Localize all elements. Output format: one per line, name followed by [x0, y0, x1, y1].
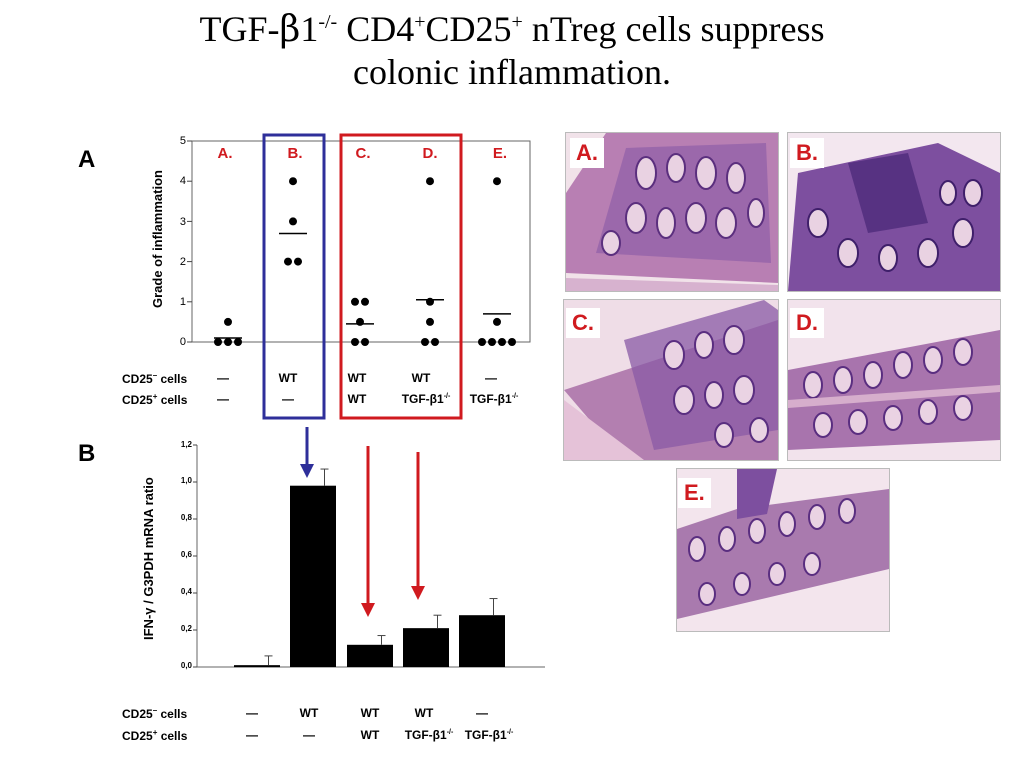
data-point [493, 177, 501, 186]
cd25pos-row-label-b: CD25+ cells [122, 728, 188, 743]
histology-label-c: C. [566, 308, 600, 338]
title-line-2: colonic inflammation. [353, 52, 671, 92]
cd25pos-cell-b: — [303, 728, 315, 742]
panel-b-ytick: 0,4 [180, 587, 192, 596]
cd25neg-cell-d: WT [414, 706, 434, 720]
bar [234, 665, 280, 668]
histology-tissue-b [788, 133, 1000, 291]
arrow-blue-head [300, 464, 314, 478]
data-point [426, 317, 434, 326]
arrow-red-c-head [361, 603, 375, 617]
group-label-c: C. [355, 145, 371, 162]
data-point [289, 177, 297, 186]
data-point [351, 297, 359, 306]
data-point [426, 297, 434, 306]
data-point [234, 338, 242, 346]
histology-label-e: E. [678, 478, 711, 508]
panel-b-ytick: 0,2 [180, 624, 192, 633]
histology-image-a [565, 132, 779, 292]
panel-b-ytick: 1,2 [180, 440, 192, 449]
data-point [488, 338, 496, 346]
bar [347, 644, 393, 667]
data-point [224, 338, 232, 346]
slide-title: TGF-β1-/- CD4+CD25+ nTreg cells suppress… [0, 8, 1024, 93]
title-line-1: TGF-β1-/- CD4+CD25+ nTreg cells suppress [199, 9, 825, 50]
cd25pos-cell-b: — [282, 392, 294, 406]
cd25pos-cell-e: TGF-β1-/- [469, 392, 519, 406]
panel-a-letter: A [78, 146, 96, 173]
bar [290, 485, 336, 667]
cd25pos-cell-c: WT [347, 392, 367, 406]
histology-image-b [787, 132, 1001, 292]
group-label-a: A. [217, 145, 233, 162]
histology-tissue-e [677, 469, 889, 631]
data-point [214, 338, 222, 346]
cd25pos-row-label-a: CD25+ cells [122, 392, 188, 407]
data-point [493, 317, 501, 326]
data-point [351, 338, 359, 346]
histology-label-b: B. [790, 138, 824, 168]
panel-b-ytick: 0,8 [180, 513, 192, 522]
panel-a-ytick: 3 [179, 216, 186, 228]
data-point [356, 317, 364, 326]
panel-b-letter: B [78, 440, 96, 467]
bar [403, 628, 449, 667]
histology-image-c [563, 299, 779, 461]
cd25pos-cell-c: WT [360, 728, 380, 742]
data-point [421, 338, 429, 346]
highlight-box-blue [262, 133, 326, 420]
cd25neg-cell-e: — [476, 706, 488, 720]
panel-a-ytick: 5 [179, 135, 186, 147]
histology-label-a: A. [570, 138, 604, 168]
cd25neg-cell-b: WT [299, 706, 319, 720]
data-point [224, 317, 232, 326]
panel-a-ytick: 1 [179, 296, 186, 308]
data-point [478, 338, 486, 346]
panel-b-ylabel: IFN-γ / G3PDH mRNA ratio [141, 477, 156, 640]
cd25pos-cell-a: — [246, 728, 258, 742]
group-label-b: B. [287, 145, 303, 162]
histology-tissue-c [564, 300, 778, 460]
highlight-box-red [339, 133, 463, 420]
histology-label-d: D. [790, 308, 824, 338]
cd25neg-row-label-b: CD25– cells [122, 706, 188, 721]
panel-b-ytick: 0,0 [180, 661, 192, 670]
cd25pos-cell-d: TGF-β1-/- [404, 728, 454, 742]
panel-a-plot [187, 133, 531, 420]
panel-a-ytick: 0 [179, 336, 186, 348]
cd25neg-cell-c: WT [360, 706, 380, 720]
panel-b-plot [193, 427, 545, 668]
panel-a-ytick: 2 [179, 256, 186, 268]
panel-b-ytick: 1,0 [180, 476, 192, 485]
cd25pos-cell-e: TGF-β1-/- [464, 728, 514, 742]
arrow-red-d-head [411, 586, 425, 600]
panel-a-ytick: 4 [179, 175, 186, 187]
cd25neg-cell-a: — [217, 371, 229, 385]
group-label-e: E. [492, 145, 508, 162]
cd25neg-cell-b: WT [278, 371, 298, 385]
histology-image-e [676, 468, 890, 632]
data-point [426, 177, 434, 186]
data-point [284, 257, 292, 266]
panel-a-frame [191, 140, 531, 343]
data-point [289, 217, 297, 226]
bar [459, 615, 505, 667]
cd25neg-cell-e: — [485, 371, 497, 385]
data-point [508, 338, 516, 346]
data-point [361, 338, 369, 346]
group-label-d: D. [422, 145, 438, 162]
data-point [294, 257, 302, 266]
histology-tissue-a [566, 133, 778, 291]
data-point [498, 338, 506, 346]
cd25pos-cell-d: TGF-β1-/- [401, 392, 451, 406]
cd25neg-row-label-a: CD25– cells [122, 371, 188, 386]
data-point [431, 338, 439, 346]
panel-b-ytick: 0,6 [180, 550, 192, 559]
cd25neg-cell-a: — [246, 706, 258, 720]
data-point [361, 297, 369, 306]
cd25neg-cell-c: WT [347, 371, 367, 385]
cd25pos-cell-a: — [217, 392, 229, 406]
cd25neg-cell-d: WT [411, 371, 431, 385]
